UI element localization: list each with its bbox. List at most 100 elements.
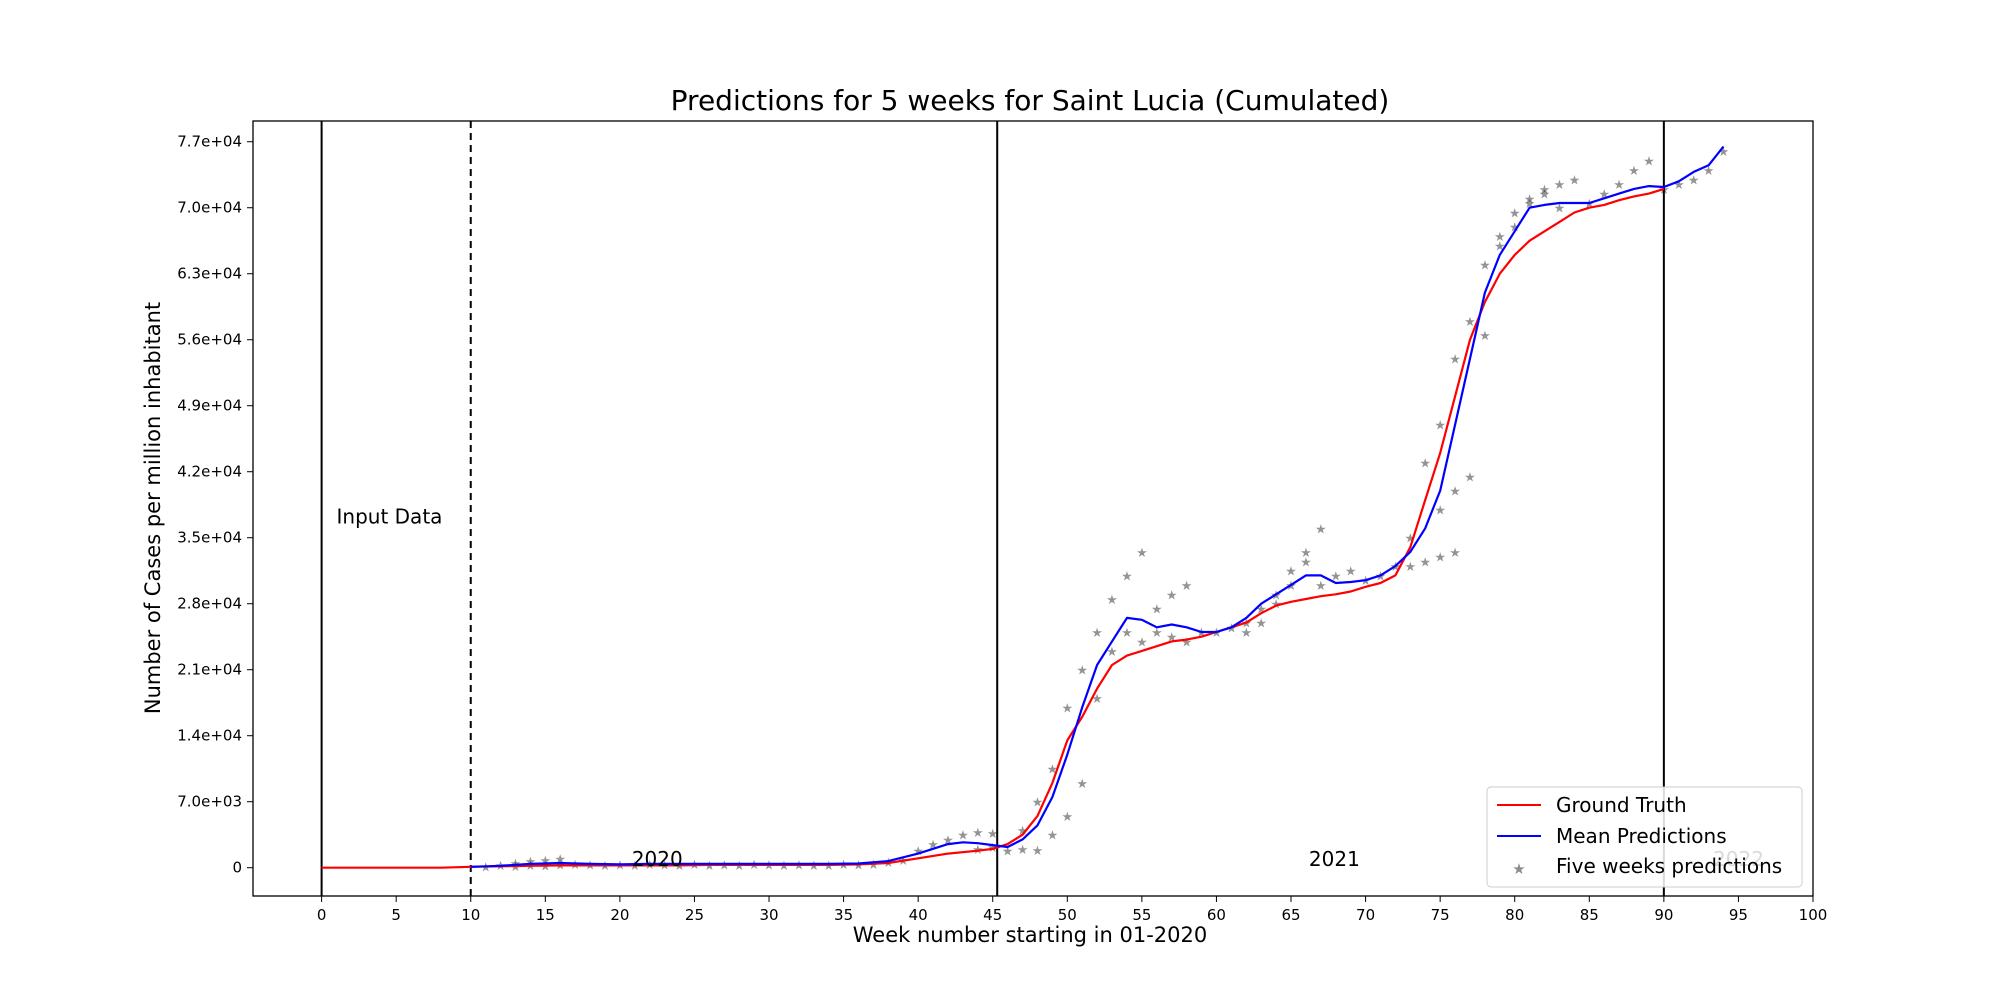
prediction-star: ★ xyxy=(1419,456,1431,471)
prediction-star: ★ xyxy=(733,859,745,874)
prediction-star: ★ xyxy=(957,829,969,844)
prediction-star: ★ xyxy=(1494,230,1506,245)
prediction-star: ★ xyxy=(1211,626,1223,641)
ground-truth-line xyxy=(321,187,1665,869)
prediction-star: ★ xyxy=(1017,824,1029,839)
x-tick-label: 90 xyxy=(1654,906,1673,924)
annotation-label: 2020 xyxy=(632,847,683,871)
prediction-star: ★ xyxy=(1434,419,1446,434)
prediction-star: ★ xyxy=(823,859,835,874)
y-tick-label: 7.0e+04 xyxy=(177,199,242,217)
prediction-star: ★ xyxy=(1047,763,1059,778)
prediction-star: ★ xyxy=(1196,626,1208,641)
x-tick-label: 65 xyxy=(1281,906,1300,924)
prediction-star: ★ xyxy=(1539,188,1551,203)
prediction-star: ★ xyxy=(1688,174,1700,189)
prediction-star: ★ xyxy=(1509,207,1521,222)
x-tick-label: 55 xyxy=(1132,906,1151,924)
prediction-star: ★ xyxy=(1181,635,1193,650)
y-tick-label: 2.1e+04 xyxy=(177,661,242,679)
prediction-star: ★ xyxy=(1240,617,1252,632)
y-tick-label: 7.0e+03 xyxy=(177,793,242,811)
prediction-star: ★ xyxy=(1151,602,1163,617)
prediction-star: ★ xyxy=(868,858,880,873)
x-tick-label: 95 xyxy=(1729,906,1748,924)
prediction-star: ★ xyxy=(1061,810,1073,825)
legend: Ground Truth Mean Predictions ★ Five wee… xyxy=(1486,786,1803,888)
prediction-star: ★ xyxy=(1449,546,1461,561)
prediction-star: ★ xyxy=(1449,353,1461,368)
prediction-star: ★ xyxy=(1434,551,1446,566)
prediction-star: ★ xyxy=(1091,692,1103,707)
x-tick-label: 20 xyxy=(610,906,629,924)
prediction-star: ★ xyxy=(808,859,820,874)
prediction-star: ★ xyxy=(1434,503,1446,518)
prediction-star: ★ xyxy=(1613,178,1625,193)
prediction-star: ★ xyxy=(987,827,999,842)
prediction-star: ★ xyxy=(912,845,924,860)
prediction-star: ★ xyxy=(1106,645,1118,660)
prediction-star: ★ xyxy=(1255,602,1267,617)
prediction-star: ★ xyxy=(1554,178,1566,193)
prediction-star: ★ xyxy=(1375,569,1387,584)
prediction-star: ★ xyxy=(1509,221,1521,236)
prediction-star: ★ xyxy=(1330,569,1342,584)
prediction-star: ★ xyxy=(1539,183,1551,198)
prediction-star: ★ xyxy=(1121,626,1133,641)
prediction-star: ★ xyxy=(525,855,537,870)
prediction-star: ★ xyxy=(1628,164,1640,179)
x-tick-label: 45 xyxy=(983,906,1002,924)
annotation-label: Input Data xyxy=(337,505,443,529)
legend-box xyxy=(1486,786,1803,888)
prediction-star: ★ xyxy=(778,859,790,874)
prediction-star: ★ xyxy=(1643,155,1655,170)
prediction-star: ★ xyxy=(942,833,954,848)
prediction-star: ★ xyxy=(1554,202,1566,217)
x-tick-label: 75 xyxy=(1431,906,1450,924)
prediction-star: ★ xyxy=(1121,569,1133,584)
x-tick-label: 100 xyxy=(1799,906,1828,924)
prediction-star: ★ xyxy=(1136,546,1148,561)
prediction-star: ★ xyxy=(1285,565,1297,580)
y-tick-label: 6.3e+04 xyxy=(177,265,242,283)
x-axis-label: Week number starting in 01-2020 xyxy=(853,923,1207,947)
x-tick-label: 50 xyxy=(1058,906,1077,924)
x-tick-label: 70 xyxy=(1356,906,1375,924)
prediction-star: ★ xyxy=(1404,532,1416,547)
prediction-star: ★ xyxy=(972,826,984,841)
y-tick-label: 1.4e+04 xyxy=(177,727,242,745)
prediction-star: ★ xyxy=(1583,197,1595,212)
prediction-star: ★ xyxy=(1166,588,1178,603)
prediction-star: ★ xyxy=(1315,522,1327,537)
prediction-star: ★ xyxy=(1315,579,1327,594)
prediction-star: ★ xyxy=(1076,664,1088,679)
prediction-star: ★ xyxy=(539,854,551,869)
x-tick-label: 30 xyxy=(759,906,778,924)
y-tick-label: 4.2e+04 xyxy=(177,463,242,481)
prediction-star: ★ xyxy=(1479,329,1491,344)
y-tick-label: 5.6e+04 xyxy=(177,331,242,349)
prediction-star: ★ xyxy=(1569,174,1581,189)
prediction-star: ★ xyxy=(1106,593,1118,608)
legend-swatch-five-weeks: ★ xyxy=(1512,860,1525,878)
prediction-star: ★ xyxy=(1300,555,1312,570)
legend-label-ground-truth: Ground Truth xyxy=(1556,793,1687,817)
x-tick-label: 0 xyxy=(317,906,327,924)
chart-title: Predictions for 5 weeks for Saint Lucia … xyxy=(671,84,1390,117)
prediction-star: ★ xyxy=(1718,145,1730,160)
x-tick-label: 5 xyxy=(391,906,401,924)
x-tick-label: 85 xyxy=(1580,906,1599,924)
x-axis: 0 5 10 15 20 25 30 35 40 45 50 55 60 65 70 75 80 85 90 95 10… xyxy=(317,896,1827,924)
prediction-star: ★ xyxy=(1240,626,1252,641)
prediction-star: ★ xyxy=(1061,701,1073,716)
prediction-star: ★ xyxy=(1285,579,1297,594)
prediction-star: ★ xyxy=(1002,845,1014,860)
prediction-star: ★ xyxy=(1047,829,1059,844)
prediction-star: ★ xyxy=(1255,617,1267,632)
prediction-star: ★ xyxy=(1360,574,1372,589)
x-tick-label: 15 xyxy=(536,906,555,924)
prediction-star: ★ xyxy=(1136,635,1148,650)
plot-area: ★ ★ ★ ★ ★ ★★ ★ ★ ★ ★ ★ ★ ★ ★ ★ ★ ★ ★ ★ ★ ★ ★ ★ ★ ★ ★ ★ ★ ★ ★ ★ ★★ ★ ★ ★ ★ ★★… xyxy=(320,121,1764,896)
